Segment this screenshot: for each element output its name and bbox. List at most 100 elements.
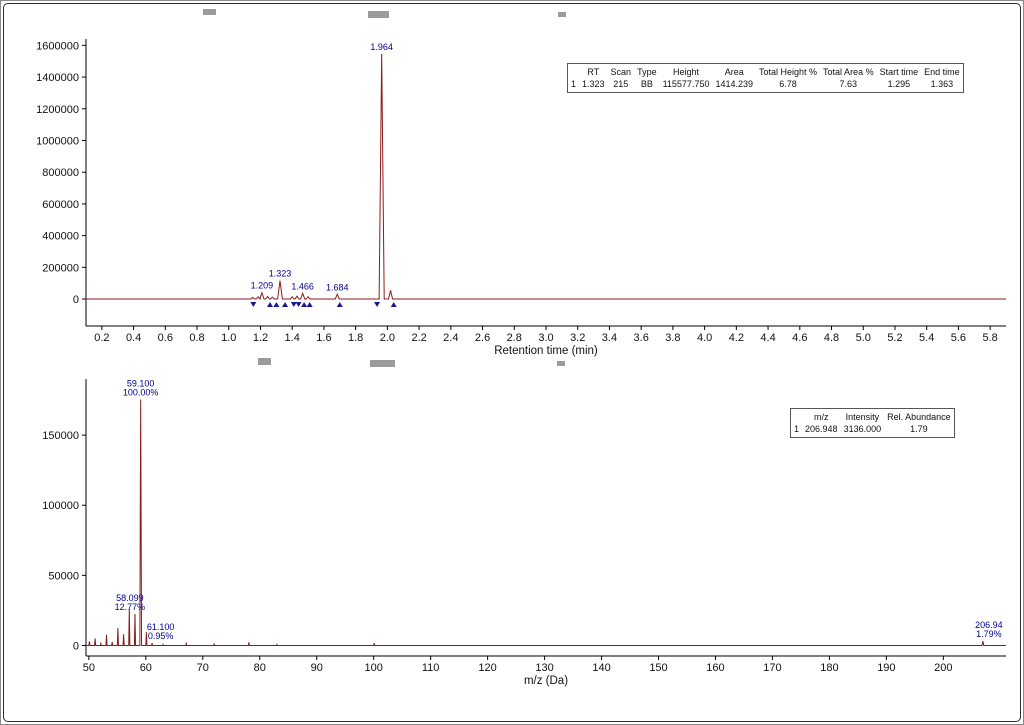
column-header: Height <box>673 67 700 77</box>
x-tick-label: 1.8 <box>348 332 363 344</box>
chromatogram-peak-table: RT Scan Type Height Area Total Height % Total … <box>567 63 964 93</box>
peak-label: 0.95% <box>148 631 174 641</box>
column-header <box>791 409 802 423</box>
x-tick-label: 0.2 <box>94 332 109 344</box>
table-cell: 1.295 <box>887 79 911 89</box>
x-tick-label: 190 <box>877 662 895 674</box>
y-tick-label: 800000 <box>42 167 79 179</box>
x-tick-label: 200 <box>934 662 952 674</box>
peak-label: 100.00% <box>123 388 159 398</box>
y-tick-label: 0 <box>73 640 79 652</box>
peak-label: 1.209 <box>251 281 274 291</box>
table-cell: 6.78 <box>779 79 797 89</box>
peak-label: 1.323 <box>269 269 292 279</box>
x-tick-label: 80 <box>254 662 266 674</box>
artifact-box <box>203 9 216 15</box>
column-header: m/z <box>814 412 829 422</box>
x-tick-label: 1.4 <box>285 332 300 344</box>
table-cell: 215 <box>613 79 629 89</box>
column-header: Area <box>724 67 744 77</box>
column-header: Start time <box>879 67 919 77</box>
y-tick-label: 150000 <box>42 430 79 442</box>
peak-label: 1.964 <box>370 42 393 52</box>
y-tick-label: 50000 <box>48 570 79 582</box>
x-tick-label: 5.6 <box>951 332 966 344</box>
x-axis-label: Retention time (min) <box>494 345 598 357</box>
y-tick-label: 1200000 <box>36 104 79 116</box>
integration-marker-icon <box>295 302 302 308</box>
x-tick-label: 0.8 <box>189 332 204 344</box>
artifact-box <box>558 12 566 17</box>
column-header: Scan <box>610 67 632 77</box>
x-tick-label: 5.2 <box>887 332 902 344</box>
x-tick-label: 3.4 <box>602 332 617 344</box>
mass-spectrum-plot: 0 50000 100000 150000 50 60 70 80 90 100 110 120 130… <box>42 379 1006 687</box>
table-cell: 206.948 <box>805 424 838 434</box>
peak-label: 1.684 <box>326 282 349 292</box>
peak-label: 206.94 <box>975 620 1003 630</box>
integration-marker-icon <box>282 302 289 308</box>
integration-marker-icon <box>273 302 280 308</box>
x-axis-label: m/z (Da) <box>524 675 568 687</box>
integration-marker-icon <box>301 302 308 308</box>
column-header: Type <box>637 67 657 77</box>
x-tick-label: 3.8 <box>665 332 680 344</box>
integration-marker-icon <box>267 302 273 308</box>
integration-marker-icon <box>374 302 381 308</box>
peak-label: 58.099 <box>116 593 144 603</box>
integration-marker-icon <box>306 302 313 308</box>
y-tick-label: 0 <box>73 294 79 306</box>
table-cell: BB <box>640 79 653 89</box>
y-tick-label: 600000 <box>42 199 79 211</box>
table-cell: 1.323 <box>582 79 605 89</box>
table-cell: 1 <box>571 79 577 89</box>
peak-label: 12.77% <box>115 602 146 612</box>
y-tick-label: 1600000 <box>36 40 79 52</box>
column-header: Intensity <box>845 412 880 422</box>
integration-marker-icon <box>390 302 397 308</box>
x-tick-label: 1.0 <box>221 332 236 344</box>
spectrum-peak-table: m/z Intensity Rel. Abundance 1 206.948 3136.0… <box>790 408 955 438</box>
table-header-row: RT Scan Type Height Area Total Height % Total … <box>568 64 963 78</box>
x-tick-label: 2.8 <box>507 332 522 344</box>
y-tick-label: 1000000 <box>36 135 79 147</box>
x-tick-label: 130 <box>535 662 553 674</box>
column-header: Total Area % <box>823 67 874 77</box>
column-header: Total Height % <box>759 67 818 77</box>
y-tick-label: 100000 <box>42 500 79 512</box>
x-tick-label: 4.2 <box>729 332 744 344</box>
column-header: End time <box>924 67 960 77</box>
table-cell: 3136.000 <box>843 424 882 434</box>
y-tick-label: 200000 <box>42 262 79 274</box>
x-tick-label: 140 <box>592 662 610 674</box>
y-tick-label: 1400000 <box>36 72 79 84</box>
table-row: 1 206.948 3136.000 1.79 <box>791 423 954 437</box>
x-tick-label: 3.6 <box>634 332 649 344</box>
x-tick-label: 2.6 <box>475 332 490 344</box>
x-tick-label: 70 <box>197 662 209 674</box>
artifact-box <box>368 11 389 18</box>
x-tick-label: 180 <box>820 662 838 674</box>
peak-label: 59.100 <box>127 379 155 389</box>
x-tick-label: 3.0 <box>538 332 553 344</box>
x-tick-label: 0.4 <box>126 332 141 344</box>
peak-label: 1.466 <box>291 281 314 291</box>
peak-label: 1.79% <box>976 629 1002 639</box>
x-tick-label: 5.4 <box>919 332 934 344</box>
table-cell: 1 <box>794 424 800 434</box>
table-cell: 1.363 <box>930 79 954 89</box>
x-tick-label: 4.6 <box>792 332 807 344</box>
x-tick-label: 160 <box>706 662 724 674</box>
x-tick-label: 4.8 <box>824 332 839 344</box>
table-cell: 1.79 <box>910 424 928 434</box>
x-tick-label: 0.6 <box>158 332 173 344</box>
x-tick-label: 4.4 <box>760 332 775 344</box>
column-header: Rel. Abundance <box>887 412 951 422</box>
artifact-box <box>557 361 565 366</box>
x-tick-label: 5.0 <box>856 332 871 344</box>
x-tick-label: 150 <box>649 662 667 674</box>
x-tick-label: 100 <box>364 662 382 674</box>
artifact-box <box>258 358 271 365</box>
table-cell: 7.63 <box>839 79 858 89</box>
